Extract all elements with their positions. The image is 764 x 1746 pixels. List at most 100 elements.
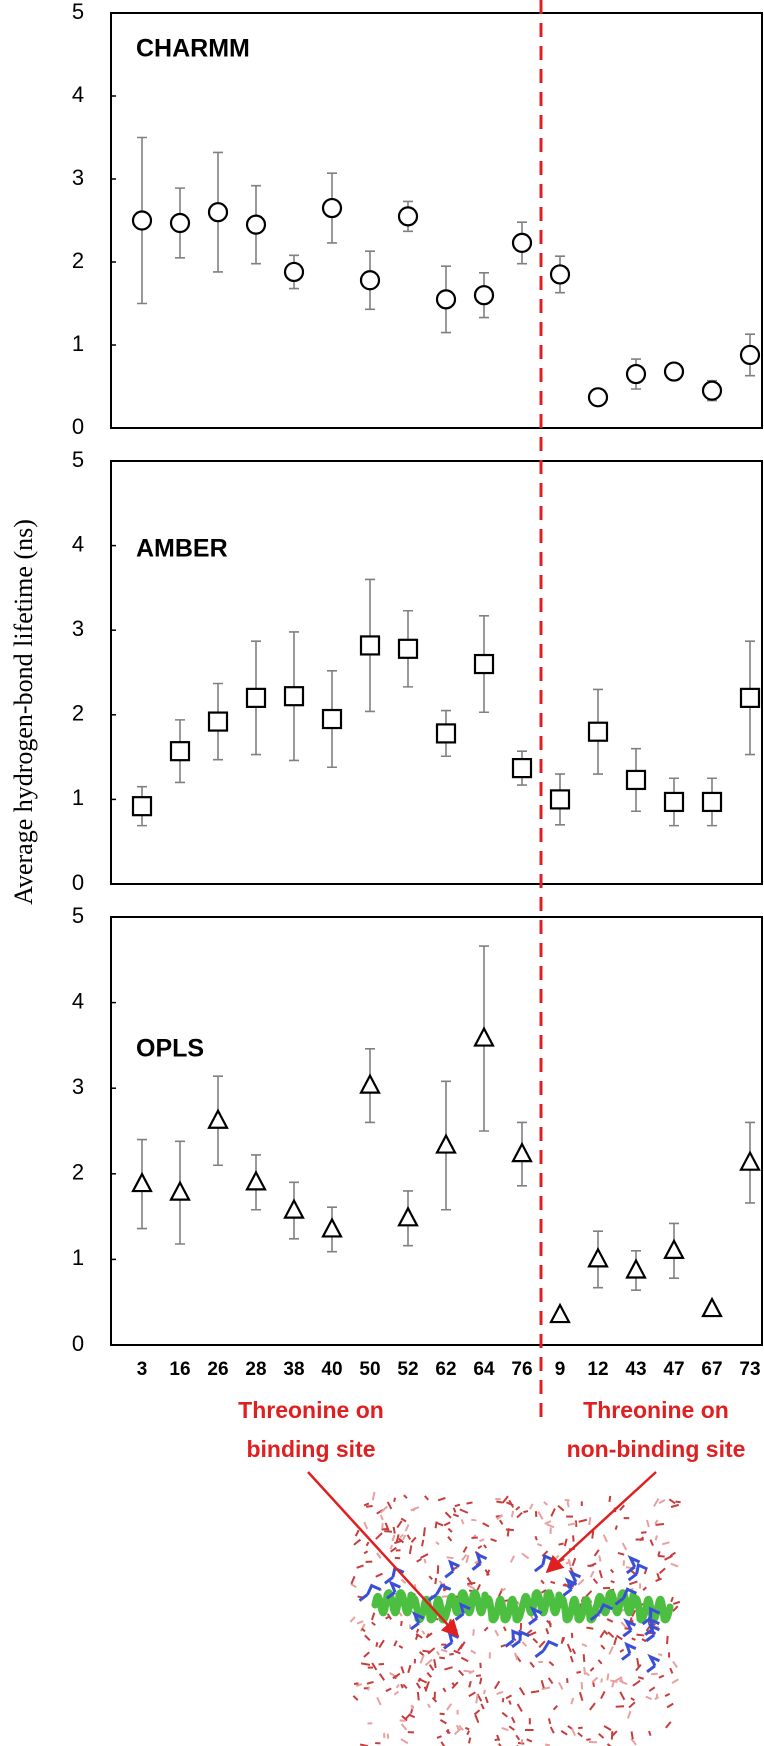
marker	[131, 796, 153, 817]
water	[508, 1499, 515, 1508]
x-tick-label: 47	[663, 1359, 684, 1380]
water	[359, 1623, 366, 1632]
water	[570, 1632, 574, 1639]
water	[514, 1652, 519, 1661]
marker	[283, 261, 305, 283]
water	[518, 1687, 526, 1696]
water	[410, 1704, 414, 1710]
water	[393, 1640, 398, 1647]
marker	[701, 380, 723, 401]
water	[416, 1558, 422, 1563]
water	[665, 1721, 672, 1729]
water	[548, 1660, 555, 1667]
y-tick-label: 2	[72, 701, 84, 726]
x-tick-label: 12	[587, 1359, 608, 1380]
water	[619, 1691, 626, 1701]
water	[400, 1666, 405, 1674]
water	[436, 1735, 442, 1739]
molecule-image	[349, 1491, 681, 1746]
water	[461, 1554, 468, 1561]
water	[443, 1521, 451, 1527]
marker	[359, 270, 381, 291]
water	[635, 1664, 642, 1672]
water	[666, 1635, 669, 1645]
water	[505, 1528, 514, 1532]
water	[400, 1683, 404, 1689]
water	[610, 1580, 615, 1584]
water	[534, 1535, 538, 1541]
water	[395, 1683, 400, 1689]
water	[496, 1734, 501, 1742]
side-chain	[646, 1653, 661, 1674]
water	[577, 1732, 583, 1738]
water	[526, 1738, 533, 1743]
water	[409, 1714, 416, 1719]
water	[371, 1662, 378, 1671]
water	[586, 1738, 591, 1741]
water	[446, 1703, 453, 1711]
water	[385, 1687, 392, 1693]
water	[364, 1634, 371, 1642]
water	[614, 1525, 618, 1530]
arrow	[307, 1471, 460, 1638]
panel-title: CHARMM	[136, 35, 250, 63]
water	[597, 1659, 603, 1665]
water	[484, 1569, 490, 1576]
water	[630, 1738, 637, 1746]
x-tick-label: 64	[473, 1359, 495, 1380]
water	[410, 1536, 417, 1543]
water	[603, 1629, 609, 1636]
water	[501, 1697, 505, 1703]
water	[416, 1691, 420, 1701]
x-tick-label: 3	[137, 1359, 148, 1380]
marker	[511, 757, 533, 779]
water	[602, 1534, 608, 1543]
water	[529, 1503, 534, 1510]
water	[497, 1742, 502, 1746]
water	[669, 1667, 674, 1674]
water	[468, 1691, 476, 1698]
water	[479, 1538, 485, 1543]
water	[415, 1628, 420, 1634]
water	[580, 1681, 584, 1690]
water	[434, 1521, 438, 1529]
water	[363, 1521, 369, 1530]
marker	[321, 1217, 343, 1238]
water	[619, 1504, 625, 1511]
water	[379, 1514, 384, 1521]
water	[588, 1516, 592, 1526]
x-tick-label: 52	[397, 1359, 418, 1380]
water	[404, 1524, 410, 1532]
water	[648, 1730, 652, 1737]
water	[615, 1634, 623, 1641]
water	[506, 1528, 510, 1537]
water	[571, 1648, 577, 1655]
water	[545, 1628, 550, 1635]
water	[675, 1500, 681, 1504]
water	[424, 1495, 429, 1501]
water	[402, 1534, 407, 1541]
water	[566, 1501, 570, 1508]
water	[657, 1554, 665, 1558]
water	[670, 1596, 674, 1603]
y-tick-label: 3	[72, 1074, 84, 1099]
marker	[663, 791, 685, 813]
water	[558, 1682, 564, 1690]
water	[564, 1498, 570, 1502]
water	[585, 1672, 590, 1677]
water	[393, 1690, 400, 1696]
water	[465, 1554, 470, 1564]
water	[483, 1626, 489, 1632]
water	[466, 1583, 476, 1590]
water	[538, 1640, 546, 1648]
water	[557, 1504, 565, 1512]
water	[672, 1600, 681, 1605]
water	[581, 1643, 588, 1648]
water	[428, 1664, 435, 1671]
water	[375, 1572, 383, 1578]
water	[501, 1495, 509, 1504]
water	[386, 1501, 393, 1510]
water	[582, 1654, 586, 1663]
water	[625, 1566, 632, 1569]
water	[643, 1569, 648, 1575]
